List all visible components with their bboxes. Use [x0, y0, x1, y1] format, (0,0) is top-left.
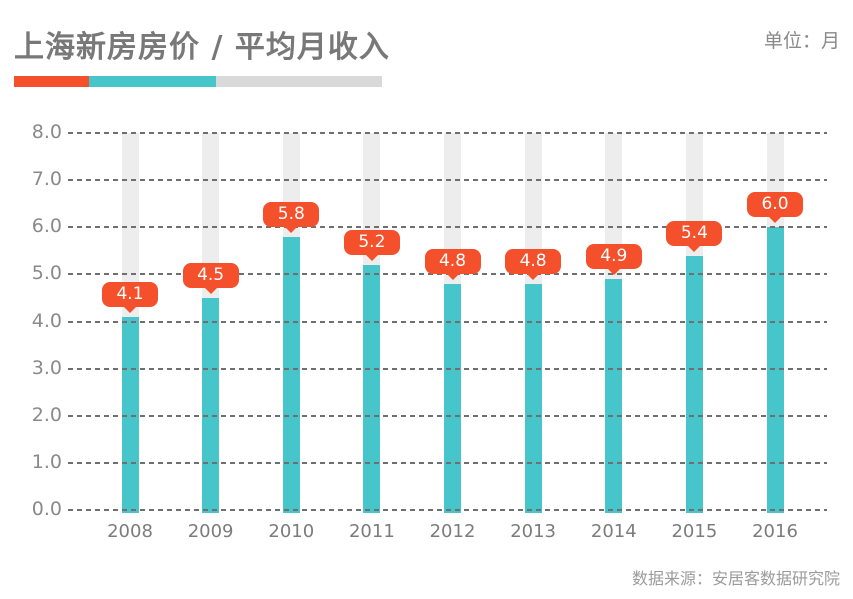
y-tick-label: 4.0: [31, 309, 62, 332]
y-tick-label: 3.0: [31, 356, 62, 379]
page-title: 上海新房房价 / 平均月收入: [14, 30, 390, 65]
bar: [282, 236, 300, 513]
y-tick-label: 8.0: [31, 121, 62, 143]
bar: [202, 297, 220, 513]
underline-segment: [216, 76, 382, 87]
data-source: 数据来源：安居客数据研究院: [631, 569, 840, 588]
bar: [363, 264, 381, 513]
title-underline: [14, 76, 382, 87]
value-bubble: 4.5: [182, 262, 239, 294]
underline-segment: [89, 76, 216, 87]
grid-line: [68, 132, 827, 134]
value-bubble: 4.1: [102, 281, 158, 313]
value-bubble: 5.4: [666, 220, 723, 252]
x-tick-label: 2010: [268, 521, 315, 542]
value-bubble: 4.8: [424, 248, 481, 280]
x-tick-label: 2014: [590, 521, 637, 542]
y-tick-label: 5.0: [31, 262, 62, 285]
grid-line: [68, 367, 827, 370]
y-tick-label: 1.0: [31, 450, 62, 473]
bar: [685, 255, 703, 513]
underline-segment: [14, 76, 89, 87]
bar: [444, 283, 461, 513]
grid-line: [68, 461, 827, 464]
grid-line: [68, 179, 827, 182]
bar: [605, 279, 623, 513]
y-tick-label: 2.0: [31, 403, 62, 426]
y-tick-label: 0.0: [31, 498, 62, 520]
x-tick-label: 2009: [187, 521, 234, 542]
grid-line: [68, 414, 827, 417]
bar: [524, 283, 542, 513]
grid-line: [68, 226, 827, 229]
grid-line: [68, 320, 827, 323]
y-tick-label: 7.0: [31, 168, 62, 191]
x-tick-label: 2008: [107, 521, 153, 542]
x-tick-label: 2015: [671, 521, 718, 542]
value-bubble: 6.0: [747, 192, 803, 224]
value-bubble: 4.8: [505, 248, 562, 280]
unit-label: 单位：月: [763, 30, 840, 52]
y-tick-label: 6.0: [31, 215, 62, 238]
bar: [766, 227, 784, 514]
x-tick-label: 2013: [510, 521, 556, 542]
value-bubble: 5.8: [263, 201, 320, 233]
x-tick-label: 2011: [348, 521, 395, 542]
x-tick-label: 2016: [752, 521, 798, 542]
value-bubble: 5.2: [343, 229, 400, 261]
x-tick-label: 2012: [429, 521, 476, 542]
value-bubble: 4.9: [585, 244, 642, 276]
grid-line: [68, 509, 827, 511]
